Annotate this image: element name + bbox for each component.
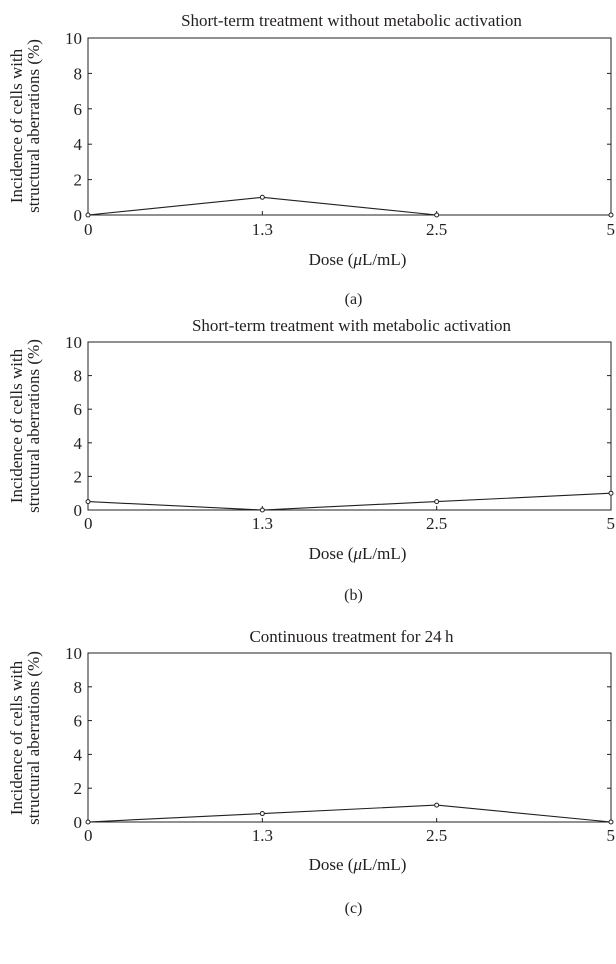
plot-frame [87,652,612,823]
y-tick-label: 6 [74,712,83,731]
x-tick-label: 2.5 [426,826,447,845]
chart-title: Short-term treatment without metabolic a… [181,11,522,30]
series-line [87,804,612,823]
y-tick-label: 2 [74,171,83,190]
y-axis-label-line-2: structural aberrations (%) [24,651,43,825]
x-tick-label: 5 [607,514,616,533]
x-tick-label: 2.5 [426,220,447,239]
y-axis-label-line-1: Incidence of cells with [7,348,26,503]
series-line [87,196,611,216]
panel-label: (c) [345,900,363,917]
x-axis-label: Dose (μL/mL) [309,544,407,563]
y-axis-label-line-2: structural aberrations (%) [24,39,43,213]
y-tick-label: 4 [74,434,83,453]
y-tick-label: 8 [74,367,83,386]
y-tick-label: 6 [74,100,83,119]
plot-frame [87,37,612,216]
y-tick-label: 2 [74,779,83,798]
data-point [608,490,614,496]
chart-title: Continuous treatment for 24 h [249,627,454,646]
data-point [434,212,440,218]
y-tick-label: 6 [74,400,83,419]
x-tick-label: 5 [607,826,616,845]
y-tick-label: 0 [74,206,83,225]
y-tick-label: 8 [74,64,83,83]
x-tick-label: 0 [84,514,93,533]
x-tick-label: 1.3 [252,514,273,533]
chart-title: Short-term treatment with metabolic acti… [192,316,512,335]
data-point [259,507,265,513]
chart-panel-3: Continuous treatment for 24 h 0 2 4 6 8 10 0 1.3… [7,627,615,917]
x-tick-label: 1.3 [252,826,273,845]
y-tick-label: 2 [74,467,83,486]
plot-frame [87,341,612,511]
series-line [87,492,612,511]
y-tick-label: 10 [65,644,82,663]
x-tick-label: 0 [84,826,93,845]
y-tick-label: 10 [65,29,82,48]
y-axis-label-line-1: Incidence of cells with [7,48,26,203]
panel-label: (a) [345,291,363,308]
y-tick-label: 4 [74,135,83,154]
data-point [85,819,91,825]
data-point [608,819,614,825]
chart-panel-1: Short-term treatment without metabolic a… [7,11,615,308]
data-point [259,194,265,200]
x-tick-label: 0 [84,220,93,239]
y-tick-label: 10 [65,333,82,352]
x-tick-label: 2.5 [426,514,447,533]
y-tick-label: 8 [74,678,83,697]
data-point [608,212,614,218]
data-point [434,499,440,505]
panel-label: (b) [344,587,363,604]
data-point [85,499,91,505]
x-axis-label: Dose (μL/mL) [309,250,407,269]
x-tick-label: 5 [607,220,616,239]
y-tick-label: 0 [74,501,83,520]
data-point [85,212,91,218]
x-axis-label: Dose (μL/mL) [309,855,407,874]
x-tick-label: 1.3 [252,220,273,239]
data-point [434,802,440,808]
data-point [259,811,265,817]
y-axis-label-line-2: structural aberrations (%) [24,339,43,513]
y-tick-label: 0 [74,813,83,832]
y-tick-label: 4 [74,745,83,764]
y-axis-label-line-1: Incidence of cells with [7,660,26,815]
chart-panel-2: Short-term treatment with metabolic acti… [7,316,615,604]
